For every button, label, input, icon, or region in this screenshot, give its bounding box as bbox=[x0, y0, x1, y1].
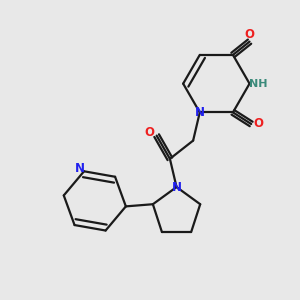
Text: N: N bbox=[172, 181, 182, 194]
Text: N: N bbox=[195, 106, 205, 119]
Text: N: N bbox=[75, 162, 85, 175]
Text: O: O bbox=[144, 126, 154, 140]
Text: O: O bbox=[244, 28, 254, 41]
Text: NH: NH bbox=[249, 79, 267, 88]
Text: O: O bbox=[254, 118, 263, 130]
